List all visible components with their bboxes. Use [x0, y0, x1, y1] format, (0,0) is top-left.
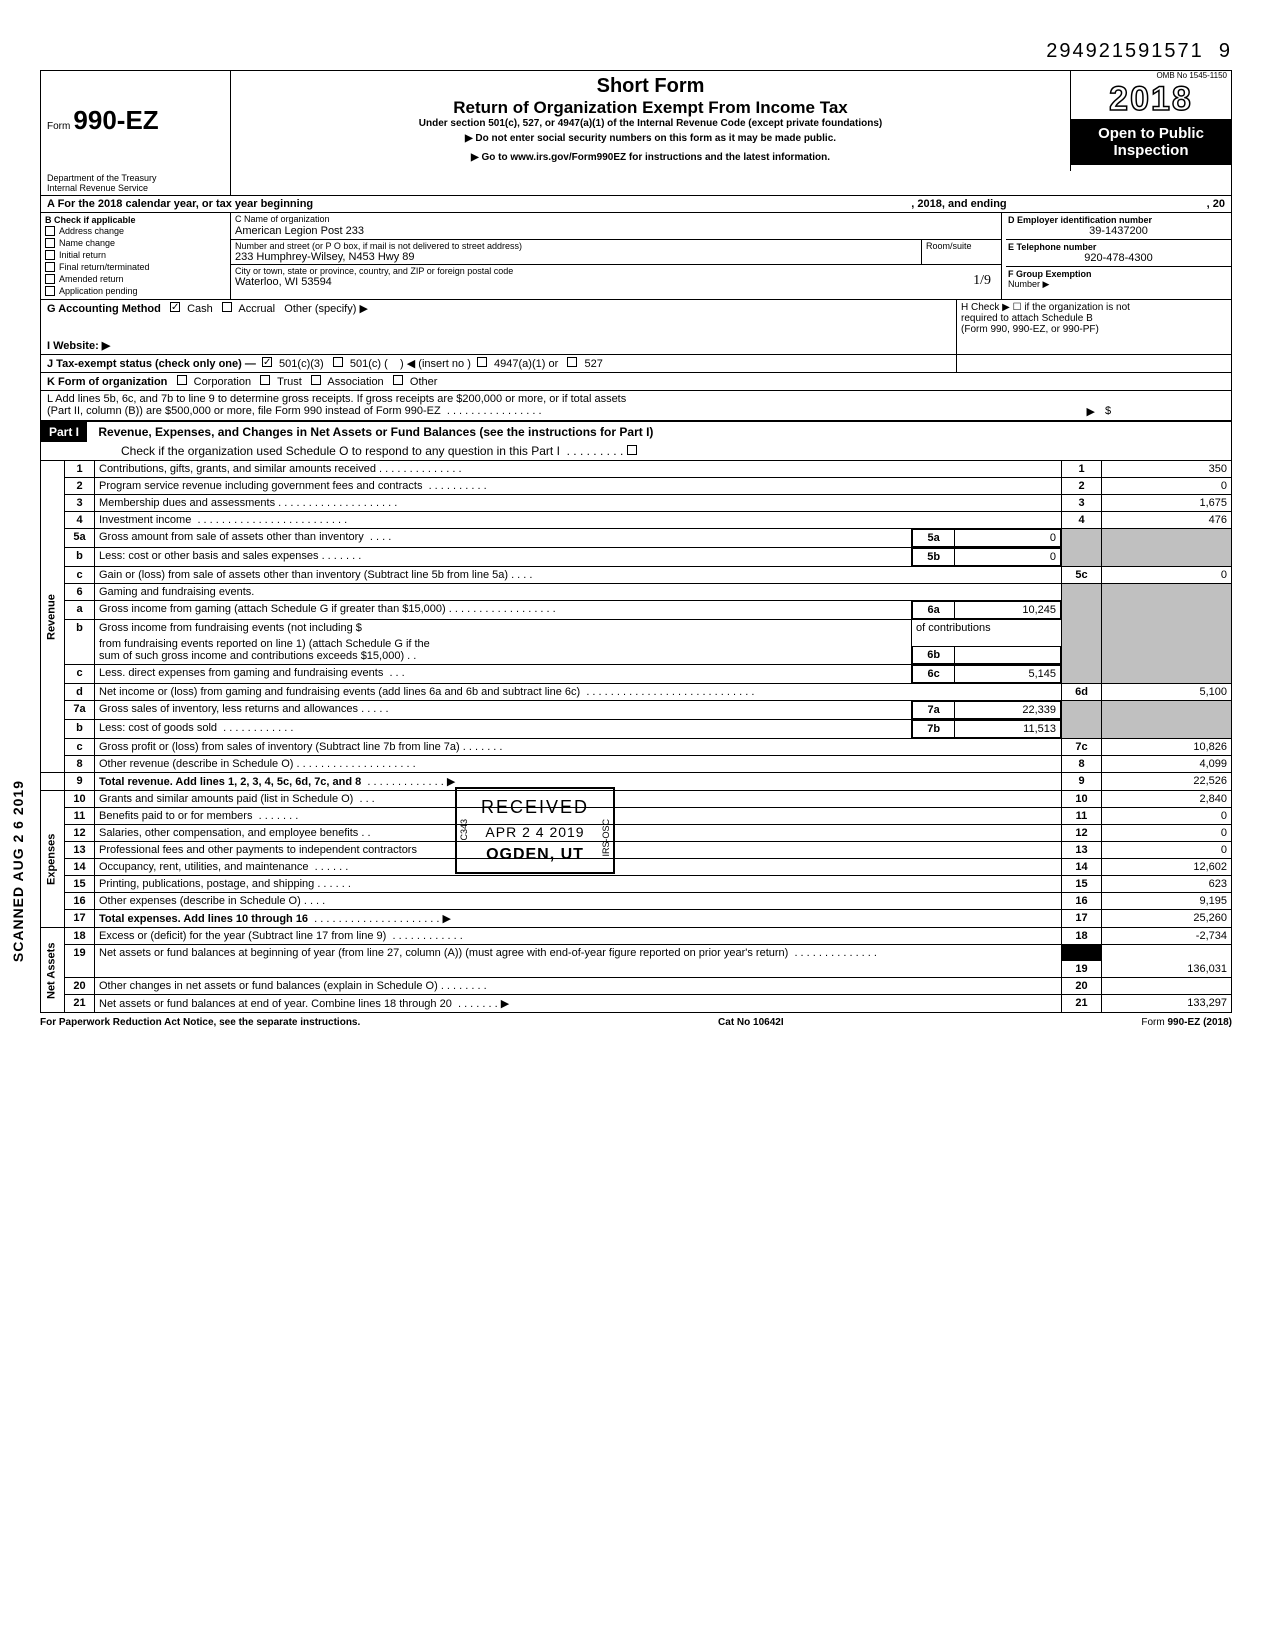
short-form-label: Short Form — [235, 75, 1066, 98]
year-label: 2018 — [1071, 80, 1231, 119]
section-j: J Tax-exempt status (check only one) — 5… — [40, 354, 1232, 372]
line3-val: 1,675 — [1102, 495, 1232, 512]
dept-right — [231, 171, 1231, 195]
line6a-val: 10,245 — [955, 602, 1061, 619]
4947-checkbox[interactable] — [477, 357, 487, 367]
line12-val: 0 — [1102, 825, 1232, 842]
line17-val: 25,260 — [1102, 910, 1232, 928]
telephone: 920-478-4300 — [1008, 252, 1229, 264]
dept-box: Department of the Treasury Internal Reve… — [41, 171, 231, 195]
netassets-label: Net Assets — [41, 928, 65, 1013]
section-c: C Name of organization American Legion P… — [231, 213, 1001, 299]
section-a: A For the 2018 calendar year, or tax yea… — [40, 196, 1232, 213]
revenue-label: Revenue — [41, 461, 65, 773]
accrual-checkbox[interactable] — [222, 302, 232, 312]
line10-val: 2,840 — [1102, 791, 1232, 808]
line5c-val: 0 — [1102, 567, 1232, 584]
line18-val: -2,734 — [1102, 928, 1232, 945]
line15-val: 623 — [1102, 876, 1232, 893]
line1-val: 350 — [1102, 461, 1232, 478]
corp-checkbox[interactable] — [177, 375, 187, 385]
line11-val: 0 — [1102, 808, 1232, 825]
line16-val: 9,195 — [1102, 893, 1232, 910]
instr-nossn: ▶ Do not enter social security numbers o… — [235, 129, 1066, 148]
line2-val: 0 — [1102, 478, 1232, 495]
header-row: Form 990-EZ Short Form Return of Organiz… — [40, 70, 1232, 171]
line7a-val: 22,339 — [955, 702, 1061, 719]
other-checkbox[interactable] — [393, 375, 403, 385]
footer: For Paperwork Reduction Act Notice, see … — [40, 1013, 1232, 1032]
line6c-val: 5,145 — [955, 666, 1061, 683]
section-i: I Website: ▶ — [40, 337, 1232, 354]
expenses-label: Expenses — [41, 791, 65, 928]
doc-number: 294921591571 9 — [1046, 40, 1232, 63]
org-address: 233 Humphrey-Wilsey, N453 Hwy 89 — [235, 251, 917, 263]
cash-checkbox[interactable] — [170, 302, 180, 312]
line8-val: 4,099 — [1102, 756, 1232, 773]
form-number: 990-EZ — [73, 105, 158, 135]
section-d: D Employer identification number 39-1437… — [1001, 213, 1231, 299]
instr-goto: ▶ Go to www.irs.gov/Form990EZ for instru… — [235, 148, 1066, 167]
section-gh: G Accounting Method Cash Accrual Other (… — [40, 299, 1232, 337]
section-l: L Add lines 5b, 6c, and 7b to line 9 to … — [40, 390, 1232, 421]
line19-val: 136,031 — [1102, 945, 1232, 978]
schedule-o-checkbox[interactable] — [627, 445, 637, 455]
527-checkbox[interactable] — [567, 357, 577, 367]
open-to-public: Open to Public Inspection — [1071, 119, 1231, 165]
line14-val: 12,602 — [1102, 859, 1232, 876]
title-box: Short Form Return of Organization Exempt… — [231, 71, 1071, 171]
part1-header: Part I Revenue, Expenses, and Changes in… — [41, 422, 1232, 461]
top-markings: 294921591571 9 — [40, 40, 1232, 70]
ein: 39-1437200 — [1008, 225, 1229, 237]
line9-val: 22,526 — [1102, 773, 1232, 791]
line4-val: 476 — [1102, 512, 1232, 529]
assoc-checkbox[interactable] — [311, 375, 321, 385]
501c-checkbox[interactable] — [333, 357, 343, 367]
line20-val — [1102, 978, 1232, 995]
501c3-checkbox[interactable] — [262, 357, 272, 367]
handwritten-note: 1/9 — [973, 273, 991, 289]
trust-checkbox[interactable] — [260, 375, 270, 385]
line7b-val: 11,513 — [955, 721, 1061, 738]
section-b: B Check if applicable Address change Nam… — [41, 213, 231, 299]
received-stamp: C343 IRS-OSC RECEIVED APR 2 4 2019 OGDEN… — [455, 787, 615, 874]
line13-val: 0 — [1102, 842, 1232, 859]
scanned-stamp: SCANNED AUG 2 6 2019 — [10, 780, 26, 962]
form-name-box: Form 990-EZ — [41, 71, 231, 171]
return-title: Return of Organization Exempt From Incom… — [235, 98, 1066, 118]
bcd-block: B Check if applicable Address change Nam… — [40, 213, 1232, 299]
year-box: OMB No 1545-1150 2018 Open to Public Ins… — [1071, 71, 1231, 171]
subtitle: Under section 501(c), 527, or 4947(a)(1)… — [235, 118, 1066, 129]
org-city: Waterloo, WI 53594 — [235, 276, 997, 288]
dept-row: Department of the Treasury Internal Reve… — [40, 171, 1232, 196]
org-name: American Legion Post 233 — [235, 224, 997, 238]
line6d-val: 5,100 — [1102, 684, 1232, 701]
line21-val: 133,297 — [1102, 995, 1232, 1013]
line7c-val: 10,826 — [1102, 739, 1232, 756]
section-k: K Form of organization Corporation Trust… — [40, 372, 1232, 390]
part1-table: Part I Revenue, Expenses, and Changes in… — [40, 421, 1232, 1013]
